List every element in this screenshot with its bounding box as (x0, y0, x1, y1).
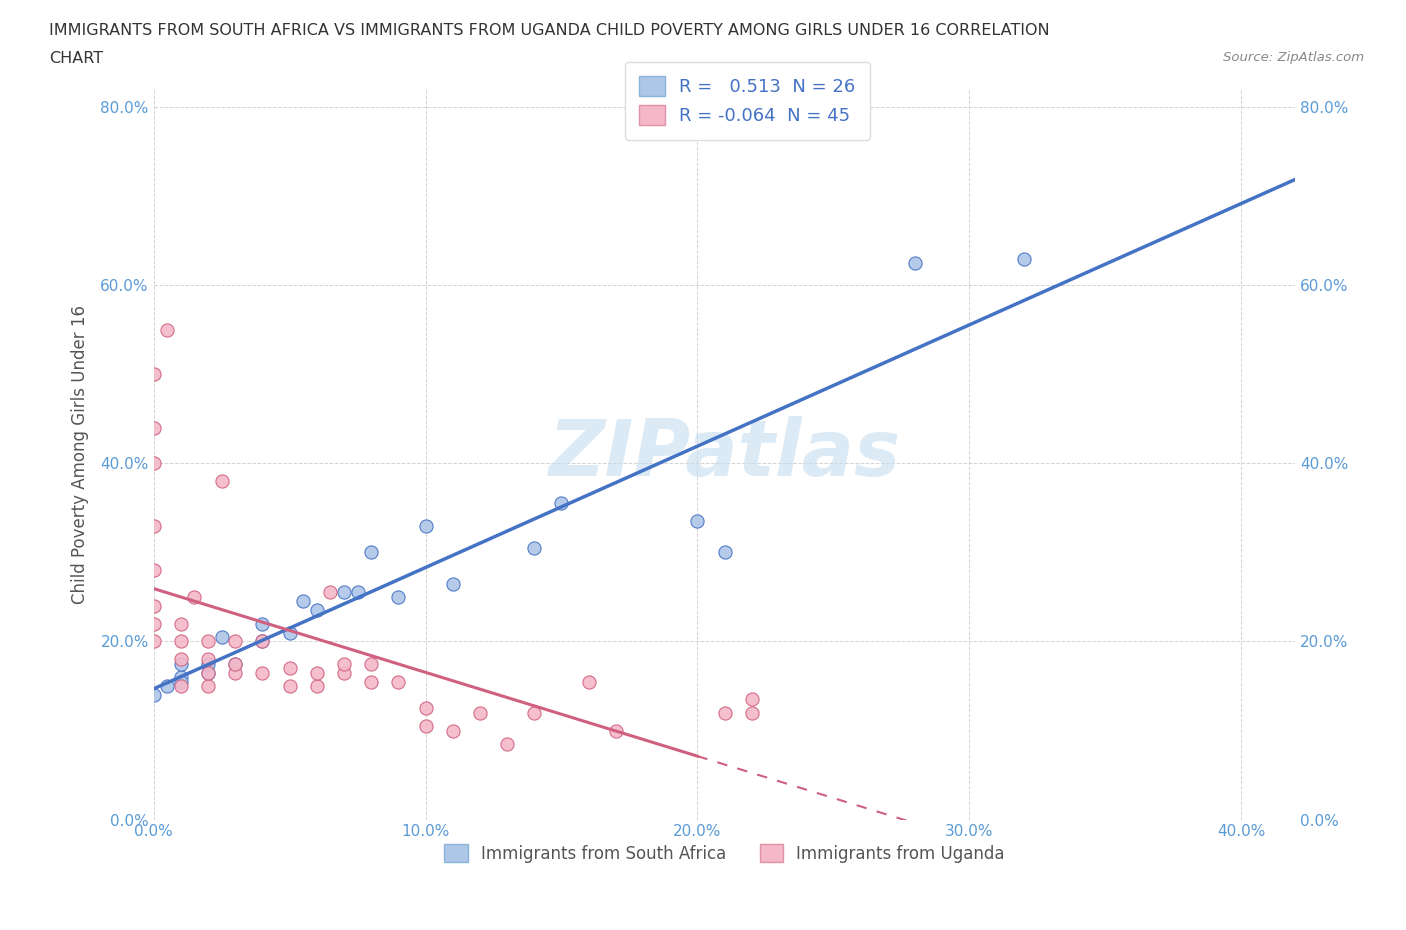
Point (292, 594, 315, 609)
Text: IMMIGRANTS FROM SOUTH AFRICA VS IMMIGRANTS FROM UGANDA CHILD POVERTY AMONG GIRLS: IMMIGRANTS FROM SOUTH AFRICA VS IMMIGRAN… (49, 23, 1050, 38)
Point (170, 657, 193, 671)
Point (142, 518, 165, 533)
Point (741, 705, 763, 720)
Point (197, 665, 219, 680)
Point (713, 705, 735, 720)
Point (197, 652, 219, 667)
Point (741, 692, 763, 707)
Point (142, 634, 165, 649)
Point (170, 617, 193, 631)
Point (197, 665, 219, 680)
Point (904, 256, 927, 271)
Point (156, 679, 179, 694)
Point (211, 473, 233, 488)
Point (415, 701, 437, 716)
Point (523, 540, 546, 555)
Point (360, 674, 382, 689)
Point (605, 723, 627, 737)
Point (496, 737, 519, 751)
Point (415, 719, 437, 734)
Point (197, 679, 219, 694)
Point (305, 665, 328, 680)
Point (523, 705, 546, 720)
Point (142, 598, 165, 613)
Point (278, 625, 301, 640)
Point (415, 518, 437, 533)
Point (360, 657, 382, 671)
Point (305, 679, 328, 694)
Text: ZIPatlas: ZIPatlas (548, 417, 901, 493)
Point (333, 585, 356, 600)
Point (1012, 251, 1035, 266)
Point (686, 513, 709, 528)
Point (142, 456, 165, 471)
Point (346, 585, 368, 600)
Point (441, 577, 464, 591)
Point (578, 674, 600, 689)
Point (305, 603, 328, 618)
Point (170, 634, 193, 649)
Point (197, 657, 219, 671)
Point (224, 634, 246, 649)
Point (142, 563, 165, 578)
Text: CHART: CHART (49, 51, 103, 66)
Point (170, 674, 193, 689)
Point (333, 657, 356, 671)
Point (387, 674, 409, 689)
Point (278, 660, 301, 675)
Point (252, 617, 274, 631)
Point (170, 679, 193, 694)
Point (441, 723, 464, 737)
Point (278, 679, 301, 694)
Point (319, 585, 342, 600)
Point (142, 420, 165, 435)
Point (142, 687, 165, 702)
Point (224, 665, 246, 680)
Text: Source: ZipAtlas.com: Source: ZipAtlas.com (1223, 51, 1364, 64)
Legend: Immigrants from South Africa, Immigrants from Uganda: Immigrants from South Africa, Immigrants… (437, 838, 1011, 870)
Point (333, 665, 356, 680)
Point (142, 367, 165, 382)
Point (713, 545, 735, 560)
Point (387, 590, 409, 604)
Point (468, 705, 491, 720)
Point (197, 634, 219, 649)
Point (170, 670, 193, 684)
Point (183, 590, 205, 604)
Point (142, 617, 165, 631)
Point (156, 323, 179, 338)
Point (550, 496, 572, 511)
Point (211, 630, 233, 644)
Point (360, 545, 382, 560)
Point (170, 652, 193, 667)
Y-axis label: Child Poverty Among Girls Under 16: Child Poverty Among Girls Under 16 (72, 305, 89, 604)
Point (224, 657, 246, 671)
Point (252, 634, 274, 649)
Point (252, 634, 274, 649)
Point (252, 665, 274, 680)
Point (224, 657, 246, 671)
